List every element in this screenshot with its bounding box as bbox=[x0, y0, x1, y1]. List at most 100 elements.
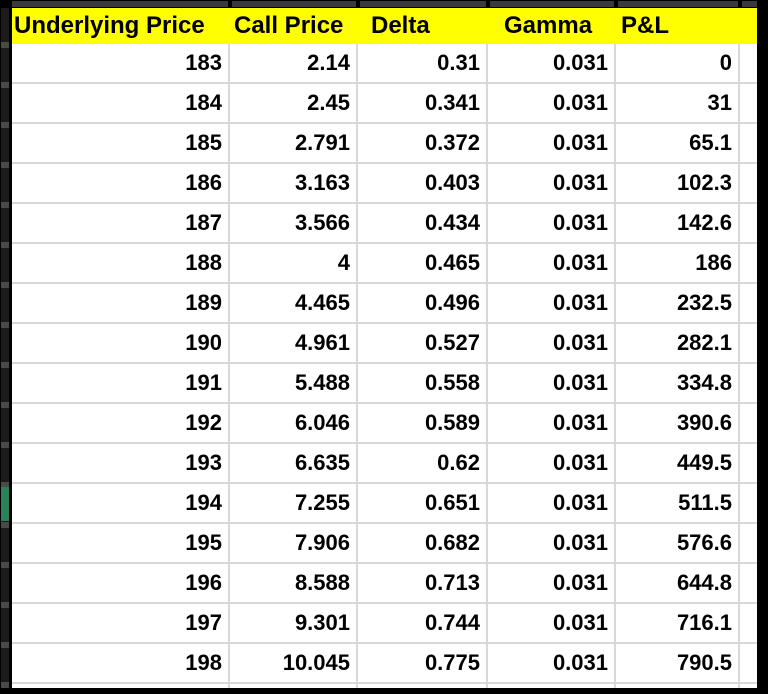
cell-call-price[interactable]: 6.046 bbox=[230, 404, 358, 444]
column-header-call-price[interactable]: Call Price bbox=[234, 12, 344, 39]
cell-delta[interactable]: 0.558 bbox=[358, 364, 488, 404]
cell-delta[interactable]: 0.713 bbox=[358, 564, 488, 604]
column-header-delta[interactable]: Delta bbox=[371, 12, 430, 39]
cell-underlying-price[interactable]: 194 bbox=[12, 484, 230, 524]
cell-underlying-price[interactable]: 186 bbox=[12, 164, 230, 204]
cell-pnl[interactable]: 65.1 bbox=[616, 124, 740, 164]
cell-underlying-price[interactable]: 193 bbox=[12, 444, 230, 484]
cell-gamma[interactable]: 0.031 bbox=[488, 644, 616, 684]
empty-cell bbox=[740, 44, 757, 84]
table-row: 188 4 0.465 0.031 186 bbox=[12, 244, 757, 284]
cell-delta[interactable]: 0.403 bbox=[358, 164, 488, 204]
cell-pnl[interactable]: 644.8 bbox=[616, 564, 740, 604]
cell-call-price[interactable]: 9.301 bbox=[230, 604, 358, 644]
cell-underlying-price[interactable]: 190 bbox=[12, 324, 230, 364]
cell-gamma[interactable]: 0.031 bbox=[488, 524, 616, 564]
cell-underlying-price[interactable]: 189 bbox=[12, 284, 230, 324]
partial-cell bbox=[488, 684, 616, 688]
cell-pnl[interactable]: 790.5 bbox=[616, 644, 740, 684]
cell-gamma[interactable]: 0.031 bbox=[488, 404, 616, 444]
partial-row bbox=[12, 684, 757, 688]
cell-pnl[interactable]: 142.6 bbox=[616, 204, 740, 244]
cell-call-price[interactable]: 4.465 bbox=[230, 284, 358, 324]
cell-pnl[interactable]: 31 bbox=[616, 84, 740, 124]
cell-gamma[interactable]: 0.031 bbox=[488, 364, 616, 404]
cell-underlying-price[interactable]: 192 bbox=[12, 404, 230, 444]
cell-pnl[interactable]: 0 bbox=[616, 44, 740, 84]
cell-pnl[interactable]: 576.6 bbox=[616, 524, 740, 564]
table-row: 187 3.566 0.434 0.031 142.6 bbox=[12, 204, 757, 244]
cell-delta[interactable]: 0.341 bbox=[358, 84, 488, 124]
column-header-pnl[interactable]: P&L bbox=[621, 12, 669, 39]
cell-gamma[interactable]: 0.031 bbox=[488, 484, 616, 524]
cell-gamma[interactable]: 0.031 bbox=[488, 84, 616, 124]
cell-call-price[interactable]: 3.163 bbox=[230, 164, 358, 204]
cell-pnl[interactable]: 716.1 bbox=[616, 604, 740, 644]
cell-pnl[interactable]: 511.5 bbox=[616, 484, 740, 524]
column-boundary-tick bbox=[486, 0, 490, 8]
cell-call-price[interactable]: 4 bbox=[230, 244, 358, 284]
cell-pnl[interactable]: 282.1 bbox=[616, 324, 740, 364]
partial-cell bbox=[616, 684, 740, 688]
cell-gamma[interactable]: 0.031 bbox=[488, 604, 616, 644]
cell-pnl[interactable]: 390.6 bbox=[616, 404, 740, 444]
table-row: 194 7.255 0.651 0.031 511.5 bbox=[12, 484, 757, 524]
empty-cell bbox=[740, 444, 757, 484]
cell-call-price[interactable]: 10.045 bbox=[230, 644, 358, 684]
cell-pnl[interactable]: 232.5 bbox=[616, 284, 740, 324]
cell-underlying-price[interactable]: 184 bbox=[12, 84, 230, 124]
cell-gamma[interactable]: 0.031 bbox=[488, 44, 616, 84]
cell-gamma[interactable]: 0.031 bbox=[488, 124, 616, 164]
cell-call-price[interactable]: 7.906 bbox=[230, 524, 358, 564]
cell-call-price[interactable]: 2.45 bbox=[230, 84, 358, 124]
cell-gamma[interactable]: 0.031 bbox=[488, 324, 616, 364]
cell-delta[interactable]: 0.527 bbox=[358, 324, 488, 364]
cell-underlying-price[interactable]: 183 bbox=[12, 44, 230, 84]
column-boundary-tick bbox=[356, 0, 360, 8]
column-header-gamma[interactable]: Gamma bbox=[504, 12, 593, 39]
cell-call-price[interactable]: 7.255 bbox=[230, 484, 358, 524]
cell-delta[interactable]: 0.372 bbox=[358, 124, 488, 164]
cell-pnl[interactable]: 449.5 bbox=[616, 444, 740, 484]
table-row: 196 8.588 0.713 0.031 644.8 bbox=[12, 564, 757, 604]
cell-delta[interactable]: 0.651 bbox=[358, 484, 488, 524]
cell-gamma[interactable]: 0.031 bbox=[488, 444, 616, 484]
empty-cell bbox=[740, 284, 757, 324]
cell-underlying-price[interactable]: 196 bbox=[12, 564, 230, 604]
cell-underlying-price[interactable]: 191 bbox=[12, 364, 230, 404]
cell-delta[interactable]: 0.682 bbox=[358, 524, 488, 564]
cell-delta[interactable]: 0.589 bbox=[358, 404, 488, 444]
cell-underlying-price[interactable]: 185 bbox=[12, 124, 230, 164]
cell-call-price[interactable]: 2.14 bbox=[230, 44, 358, 84]
cell-gamma[interactable]: 0.031 bbox=[488, 564, 616, 604]
cell-gamma[interactable]: 0.031 bbox=[488, 284, 616, 324]
cell-underlying-price[interactable]: 197 bbox=[12, 604, 230, 644]
cell-call-price[interactable]: 5.488 bbox=[230, 364, 358, 404]
cell-underlying-price[interactable]: 188 bbox=[12, 244, 230, 284]
cell-gamma[interactable]: 0.031 bbox=[488, 204, 616, 244]
cell-gamma[interactable]: 0.031 bbox=[488, 164, 616, 204]
cell-delta[interactable]: 0.775 bbox=[358, 644, 488, 684]
cell-pnl[interactable]: 102.3 bbox=[616, 164, 740, 204]
cell-pnl[interactable]: 334.8 bbox=[616, 364, 740, 404]
cell-call-price[interactable]: 2.791 bbox=[230, 124, 358, 164]
cell-delta[interactable]: 0.465 bbox=[358, 244, 488, 284]
cell-delta[interactable]: 0.434 bbox=[358, 204, 488, 244]
cell-delta[interactable]: 0.744 bbox=[358, 604, 488, 644]
cell-call-price[interactable]: 6.635 bbox=[230, 444, 358, 484]
cell-call-price[interactable]: 8.588 bbox=[230, 564, 358, 604]
cell-delta[interactable]: 0.31 bbox=[358, 44, 488, 84]
cell-underlying-price[interactable]: 195 bbox=[12, 524, 230, 564]
cell-underlying-price[interactable]: 187 bbox=[12, 204, 230, 244]
cell-gamma[interactable]: 0.031 bbox=[488, 244, 616, 284]
cell-pnl[interactable]: 186 bbox=[616, 244, 740, 284]
column-header-underlying-price[interactable]: Underlying Price bbox=[14, 12, 205, 39]
column-boundary-tick bbox=[738, 0, 742, 8]
cell-call-price[interactable]: 4.961 bbox=[230, 324, 358, 364]
cell-call-price[interactable]: 3.566 bbox=[230, 204, 358, 244]
cell-delta[interactable]: 0.496 bbox=[358, 284, 488, 324]
cell-underlying-price[interactable]: 198 bbox=[12, 644, 230, 684]
table-row: 193 6.635 0.62 0.031 449.5 bbox=[12, 444, 757, 484]
cell-delta[interactable]: 0.62 bbox=[358, 444, 488, 484]
